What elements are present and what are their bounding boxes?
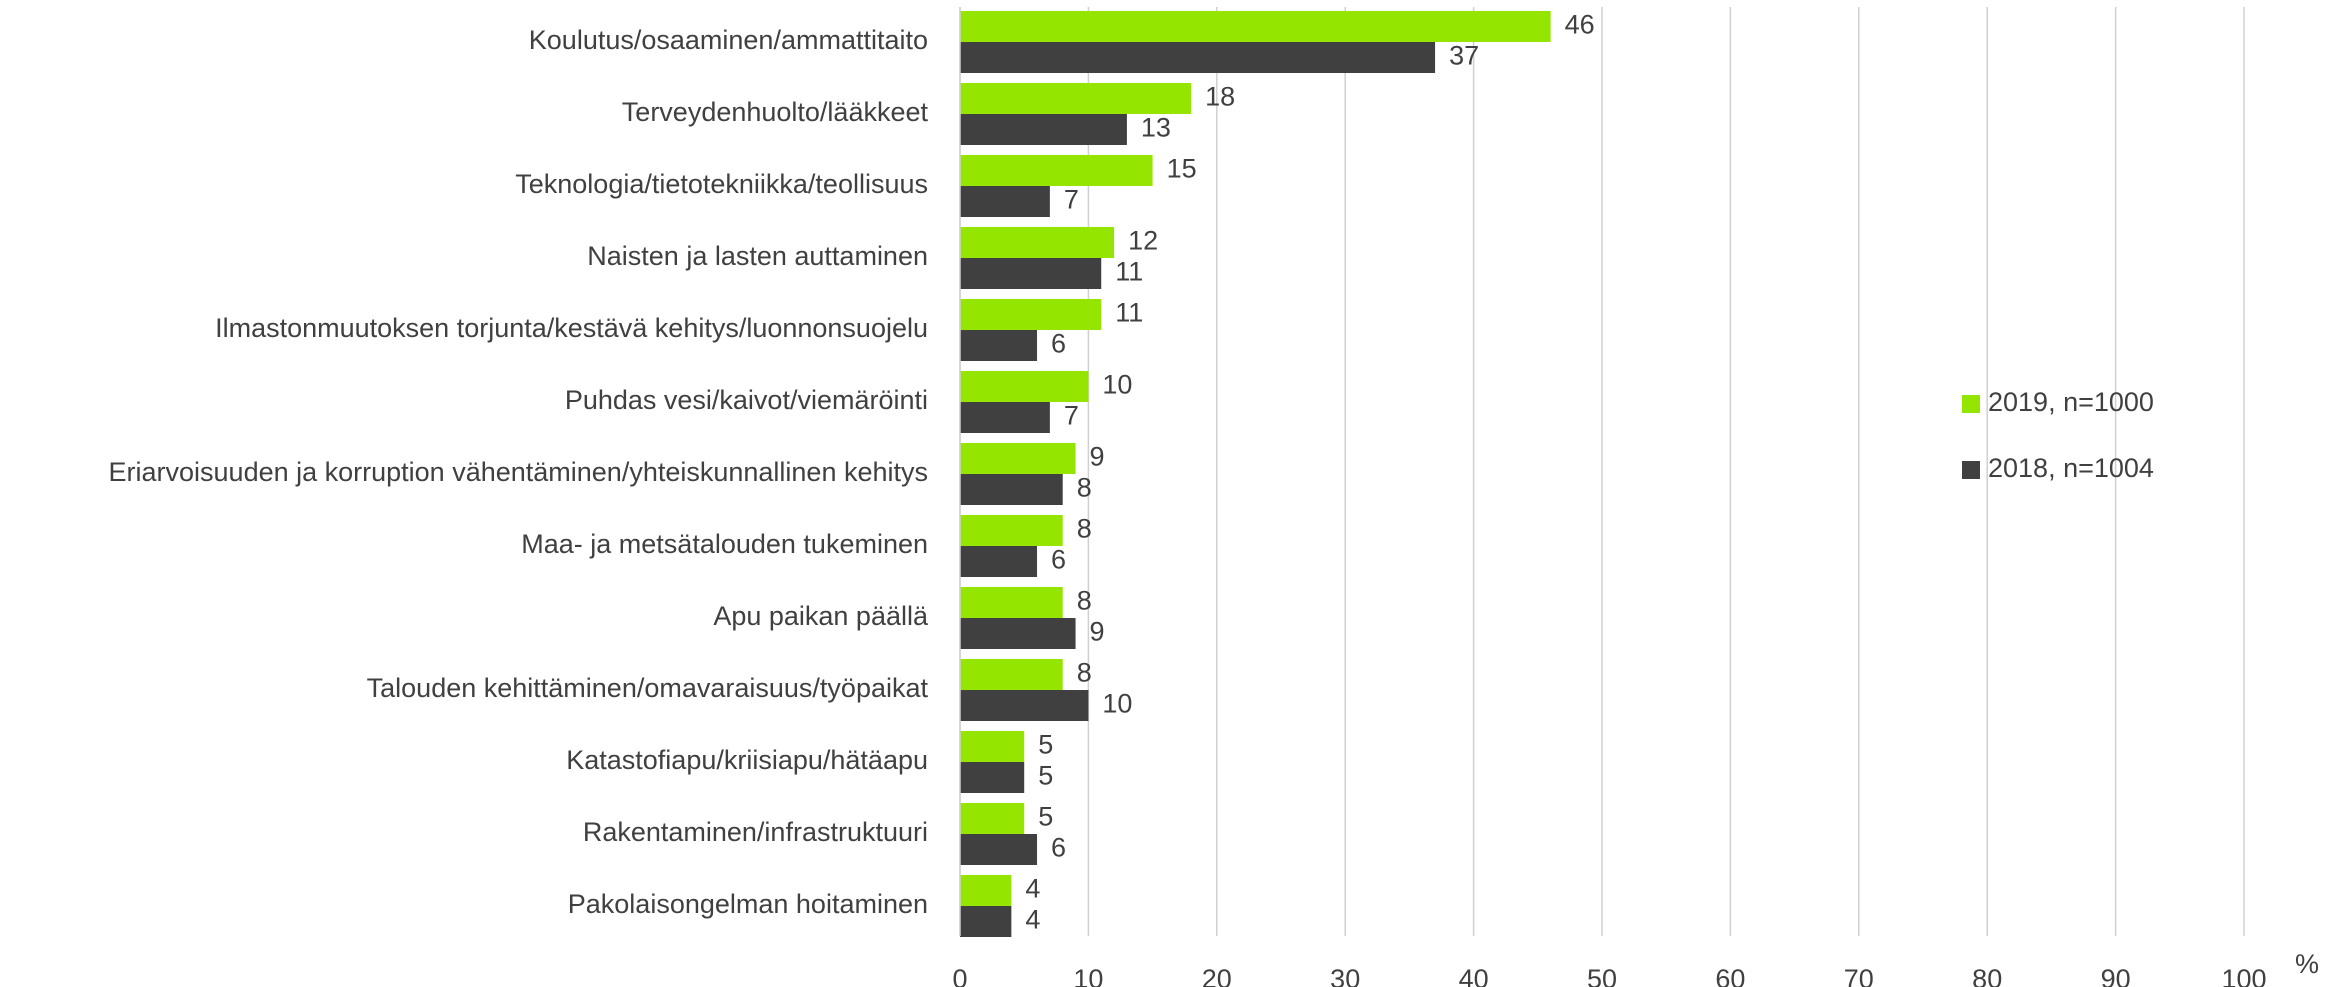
x-tick-label: 100 bbox=[2221, 964, 2266, 987]
data-label: 11 bbox=[1115, 257, 1143, 287]
data-label: 8 bbox=[1077, 514, 1092, 544]
x-tick-label: 50 bbox=[1587, 964, 1617, 987]
data-label: 18 bbox=[1205, 82, 1235, 112]
data-label: 9 bbox=[1090, 442, 1105, 472]
data-label: 10 bbox=[1102, 689, 1132, 719]
legend-label: 2018, n=1004 bbox=[1988, 453, 2154, 483]
bar bbox=[960, 618, 1076, 649]
bar bbox=[960, 42, 1436, 73]
bar bbox=[960, 155, 1153, 186]
category-label: Maa- ja metsätalouden tukeminen bbox=[521, 529, 928, 559]
category-label: Talouden kehittäminen/omavaraisuus/työpa… bbox=[367, 673, 929, 703]
x-tick-label: 40 bbox=[1459, 964, 1489, 987]
category-label: Apu paikan päällä bbox=[713, 601, 929, 631]
bar bbox=[960, 690, 1089, 721]
data-label: 13 bbox=[1141, 113, 1171, 143]
x-tick-label: 30 bbox=[1330, 964, 1360, 987]
data-label: 15 bbox=[1167, 154, 1197, 184]
data-label: 5 bbox=[1038, 802, 1053, 832]
x-tick-label: 60 bbox=[1715, 964, 1745, 987]
data-label: 5 bbox=[1038, 730, 1053, 760]
bar bbox=[960, 906, 1012, 937]
bar bbox=[960, 875, 1012, 906]
data-label: 8 bbox=[1077, 473, 1092, 503]
data-label: 5 bbox=[1038, 761, 1053, 791]
legend-label: 2019, n=1000 bbox=[1988, 387, 2154, 417]
x-axis-label: % bbox=[2295, 949, 2319, 979]
data-label: 12 bbox=[1128, 226, 1158, 256]
data-label: 8 bbox=[1077, 658, 1092, 688]
legend-swatch bbox=[1962, 395, 1980, 413]
bar bbox=[960, 330, 1038, 361]
data-label: 7 bbox=[1064, 185, 1079, 215]
category-label: Pakolaisongelman hoitaminen bbox=[568, 889, 928, 919]
x-tick-label: 90 bbox=[2101, 964, 2131, 987]
category-label: Terveydenhuolto/lääkkeet bbox=[622, 97, 929, 127]
bar bbox=[960, 114, 1127, 145]
bar bbox=[960, 546, 1038, 577]
x-tick-label: 0 bbox=[952, 964, 967, 987]
bar bbox=[960, 659, 1063, 690]
data-label: 4 bbox=[1025, 905, 1040, 935]
x-tick-label: 80 bbox=[1972, 964, 2002, 987]
data-label: 11 bbox=[1115, 298, 1143, 328]
category-label: Naisten ja lasten auttaminen bbox=[587, 241, 928, 271]
bar bbox=[960, 587, 1063, 618]
x-tick-label: 20 bbox=[1202, 964, 1232, 987]
category-label: Puhdas vesi/kaivot/viemäröinti bbox=[565, 385, 928, 415]
data-label: 7 bbox=[1064, 401, 1079, 431]
category-label: Rakentaminen/infrastruktuuri bbox=[583, 817, 928, 847]
bar bbox=[960, 258, 1102, 289]
category-label: Ilmastonmuutoksen torjunta/kestävä kehit… bbox=[215, 313, 928, 343]
bar bbox=[960, 474, 1063, 505]
bar bbox=[960, 227, 1115, 258]
x-tick-label: 70 bbox=[1844, 964, 1874, 987]
x-tick-label: 10 bbox=[1073, 964, 1103, 987]
category-label: Teknologia/tietotekniikka/teollisuus bbox=[515, 169, 928, 199]
data-label: 6 bbox=[1051, 329, 1066, 359]
bar bbox=[960, 803, 1025, 834]
legend-swatch bbox=[1962, 461, 1980, 479]
data-label: 37 bbox=[1449, 41, 1479, 71]
bar bbox=[960, 83, 1192, 114]
bar bbox=[960, 371, 1089, 402]
data-label: 10 bbox=[1102, 370, 1132, 400]
bar bbox=[960, 834, 1038, 865]
bar bbox=[960, 443, 1076, 474]
data-label: 4 bbox=[1025, 874, 1040, 904]
category-label: Eriarvoisuuden ja korruption vähentämine… bbox=[109, 457, 928, 487]
bar bbox=[960, 762, 1025, 793]
bar bbox=[960, 186, 1050, 217]
bar bbox=[960, 402, 1050, 433]
data-label: 6 bbox=[1051, 833, 1066, 863]
category-label: Koulutus/osaaminen/ammattitaito bbox=[529, 25, 928, 55]
data-label: 9 bbox=[1090, 617, 1105, 647]
bar bbox=[960, 731, 1025, 762]
bar bbox=[960, 515, 1063, 546]
category-label: Katastofiapu/kriisiapu/hätäapu bbox=[566, 745, 928, 775]
bar bbox=[960, 299, 1102, 330]
data-label: 8 bbox=[1077, 586, 1092, 616]
data-label: 46 bbox=[1565, 10, 1595, 40]
bar bbox=[960, 11, 1551, 42]
data-label: 6 bbox=[1051, 545, 1066, 575]
